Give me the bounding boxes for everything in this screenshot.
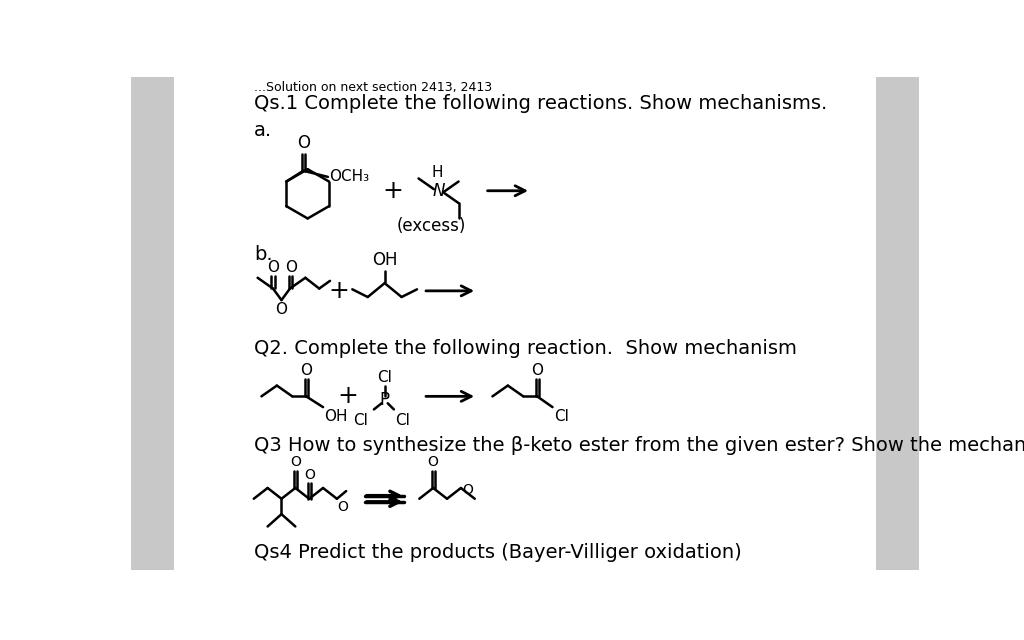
Text: +: + (328, 279, 349, 303)
Text: +: + (337, 385, 358, 408)
Text: Q2. Complete the following reaction.  Show mechanism: Q2. Complete the following reaction. Sho… (254, 339, 797, 358)
Text: O: O (428, 456, 438, 470)
Text: OCH₃: OCH₃ (329, 170, 369, 184)
Text: Cl: Cl (377, 370, 392, 385)
Text: N: N (432, 182, 444, 200)
Text: OH: OH (325, 409, 348, 424)
Text: O: O (267, 260, 279, 275)
Bar (131, 77, 174, 570)
Text: Cl: Cl (395, 413, 411, 428)
Text: OH: OH (372, 252, 397, 269)
Text: H: H (431, 165, 442, 180)
Text: Qs4 Predict the products (Bayer-Villiger oxidation): Qs4 Predict the products (Bayer-Villiger… (254, 543, 741, 562)
Text: Q3 How to synthesize the β-keto ester from the given ester? Show the mechanism: Q3 How to synthesize the β-keto ester fr… (254, 436, 1024, 454)
Text: O: O (337, 500, 348, 515)
Text: Qs.1 Complete the following reactions. Show mechanisms.: Qs.1 Complete the following reactions. S… (254, 93, 827, 113)
Text: O: O (275, 301, 288, 317)
Text: O: O (304, 468, 314, 482)
Text: ...Solution on next section 2413, 2413: ...Solution on next section 2413, 2413 (254, 81, 492, 93)
Text: a.: a. (254, 122, 272, 140)
Text: (excess): (excess) (396, 217, 466, 235)
Text: +: + (382, 179, 402, 203)
Bar (876, 77, 920, 570)
Text: Cl: Cl (554, 409, 569, 424)
Text: O: O (285, 260, 297, 275)
Text: O: O (297, 134, 310, 152)
Text: Cl: Cl (353, 413, 368, 428)
Text: O: O (300, 363, 312, 378)
Text: O: O (531, 363, 543, 378)
Text: O: O (463, 483, 473, 497)
Text: b.: b. (254, 244, 272, 264)
Text: P: P (380, 391, 390, 409)
Text: O: O (290, 456, 301, 470)
